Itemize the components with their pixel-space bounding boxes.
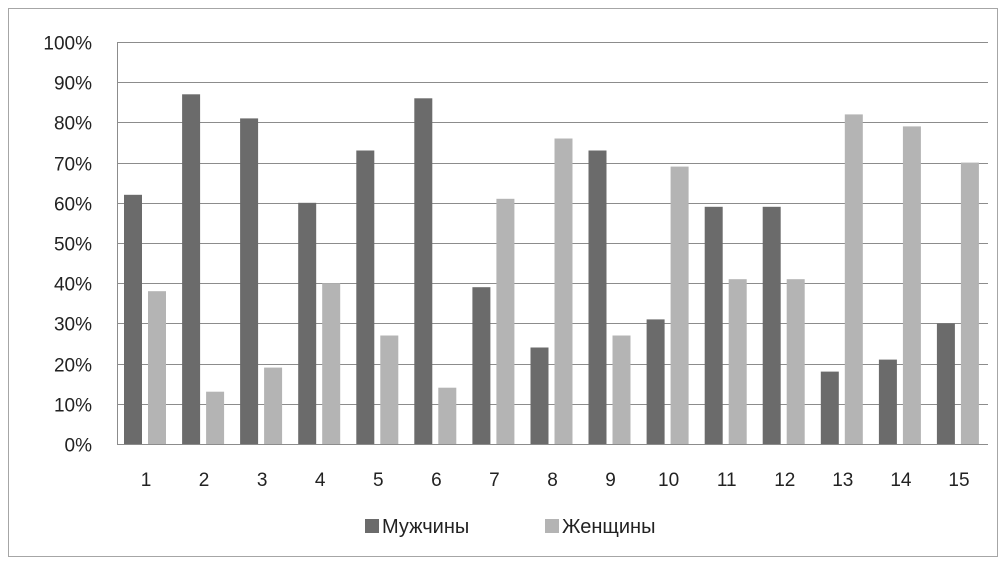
bar-women-1 <box>148 291 166 444</box>
y-tick-label: 30% <box>54 315 92 336</box>
x-tick-label: 15 <box>948 470 969 491</box>
bar-women-12 <box>786 279 805 444</box>
y-axis-labels: 0% 10% 20% 30% 40% 50% 60% 70% 80% 90% 100% <box>43 34 92 457</box>
y-tick-label: 0% <box>65 436 93 457</box>
x-tick-label: 7 <box>489 470 500 491</box>
bar-men-12 <box>762 206 781 444</box>
x-tick-label: 14 <box>890 470 912 491</box>
y-tick-label: 40% <box>54 275 92 296</box>
bar-men-15 <box>936 323 955 444</box>
x-tick-label: 9 <box>605 470 616 491</box>
bar-women-5 <box>380 335 399 444</box>
bar-men-6 <box>414 98 433 445</box>
x-tick-label: 13 <box>832 470 853 491</box>
legend-item-women-swatch <box>545 519 559 533</box>
x-tick-label: 12 <box>774 470 795 491</box>
bars <box>124 94 979 445</box>
x-tick-label: 4 <box>315 470 326 491</box>
bar-men-11 <box>704 206 723 444</box>
bar-men-1 <box>124 194 142 444</box>
y-tick-label: 20% <box>54 356 92 377</box>
y-tick-label: 70% <box>54 155 92 176</box>
bar-women-7 <box>496 198 515 444</box>
bar-men-2 <box>182 94 201 445</box>
bar-women-4 <box>322 283 341 444</box>
bar-women-9 <box>612 335 631 444</box>
bar-men-3 <box>240 118 259 445</box>
x-tick-label: 5 <box>373 470 384 491</box>
legend-item-men-swatch <box>365 519 379 533</box>
y-tick-label: 10% <box>54 396 92 417</box>
x-tick-label: 10 <box>658 470 679 491</box>
x-tick-label: 11 <box>717 470 737 491</box>
bar-women-3 <box>264 367 283 444</box>
legend: Мужчины Женщины <box>365 516 655 538</box>
bar-men-5 <box>356 150 375 444</box>
x-tick-label: 8 <box>547 470 558 491</box>
bar-women-15 <box>960 162 979 444</box>
x-tick-label: 3 <box>257 470 268 491</box>
bar-men-8 <box>530 347 549 444</box>
bar-women-8 <box>554 138 573 444</box>
bar-men-4 <box>298 202 317 444</box>
bar-women-13 <box>844 114 863 445</box>
bar-men-10 <box>646 319 665 444</box>
y-tick-label: 100% <box>43 34 92 55</box>
x-tick-label: 6 <box>431 470 442 491</box>
bar-men-7 <box>472 287 491 444</box>
bar-men-14 <box>878 359 897 444</box>
bar-women-10 <box>670 166 689 444</box>
y-tick-label: 60% <box>54 195 92 216</box>
bar-women-14 <box>902 126 921 445</box>
bar-women-6 <box>438 387 457 444</box>
x-axis-labels: 1 2 3 4 5 6 7 8 9 10 11 12 13 14 15 <box>141 470 970 491</box>
legend-item-women-label: Женщины <box>562 516 655 538</box>
bar-women-11 <box>728 279 747 444</box>
x-tick-label: 2 <box>199 470 210 491</box>
x-tick-label: 1 <box>141 470 152 491</box>
bar-women-2 <box>206 391 225 444</box>
legend-item-men-label: Мужчины <box>382 516 469 538</box>
y-tick-label: 90% <box>54 74 92 95</box>
y-tick-label: 50% <box>54 235 92 256</box>
bar-men-13 <box>820 371 839 444</box>
y-tick-label: 80% <box>54 114 92 135</box>
bar-men-9 <box>588 150 607 444</box>
